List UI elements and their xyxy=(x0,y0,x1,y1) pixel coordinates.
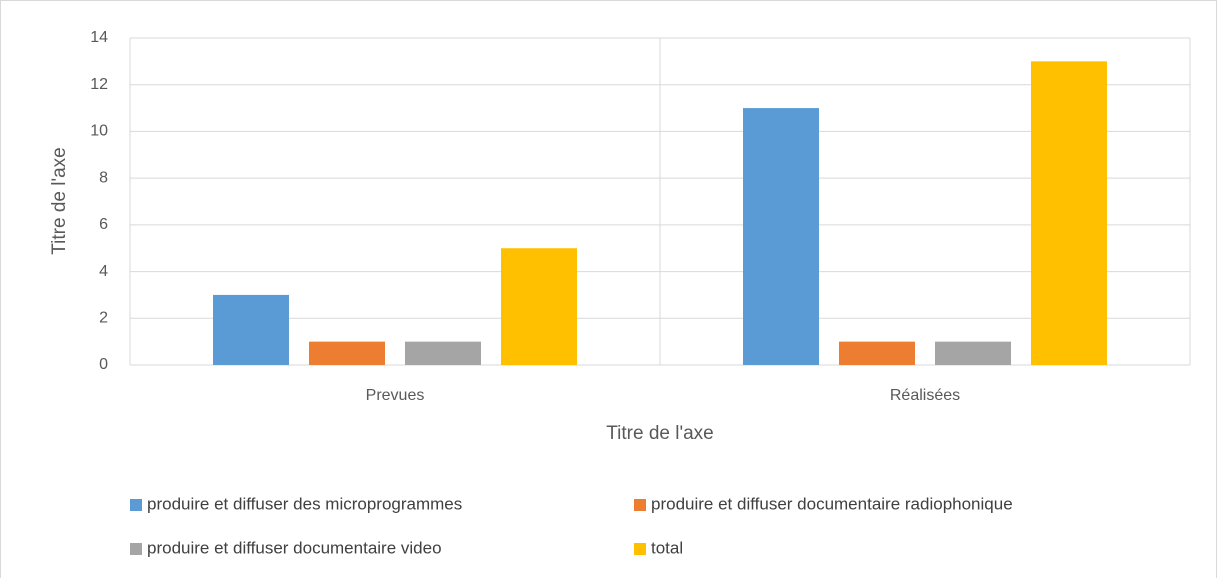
bar xyxy=(1031,61,1107,365)
legend-text: produire et diffuser documentaire video xyxy=(147,538,442,557)
legend-swatch xyxy=(130,543,142,555)
y-axis-title: Titre de l'axe xyxy=(49,147,70,254)
y-tick-label: 0 xyxy=(99,356,108,373)
bar xyxy=(839,341,915,365)
x-axis-title: Titre de l'axe xyxy=(606,423,713,444)
bar xyxy=(213,294,289,365)
bar xyxy=(405,341,481,365)
y-tick-label: 12 xyxy=(90,76,108,93)
bar xyxy=(743,108,819,366)
y-tick-label: 4 xyxy=(99,263,108,280)
legend-swatch xyxy=(634,543,646,555)
x-tick-label: Réalisées xyxy=(890,387,960,404)
bar xyxy=(501,248,577,365)
y-tick-label: 14 xyxy=(90,29,108,46)
y-tick-label: 8 xyxy=(99,169,108,186)
legend-text: produire et diffuser des microprogrammes xyxy=(147,494,462,513)
bar xyxy=(935,341,1011,365)
y-tick-label: 10 xyxy=(90,123,108,140)
x-tick-label: Prevues xyxy=(366,387,425,404)
legend-text: total xyxy=(651,538,683,557)
y-tick-label: 2 xyxy=(99,310,108,327)
y-tick-label: 6 xyxy=(99,216,108,233)
legend-swatch xyxy=(130,499,142,511)
legend-text: produire et diffuser documentaire radiop… xyxy=(651,494,1013,513)
bar xyxy=(309,341,385,365)
legend-swatch xyxy=(634,499,646,511)
